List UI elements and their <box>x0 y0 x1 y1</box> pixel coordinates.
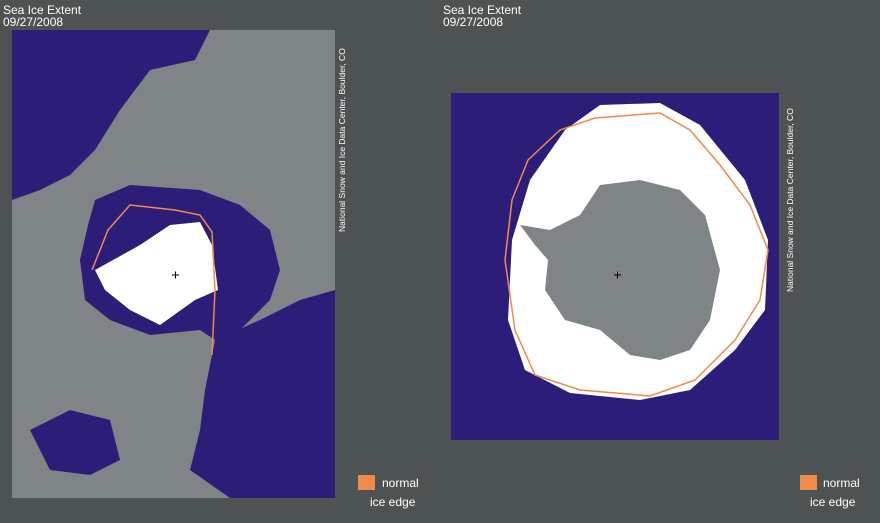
legend-sublabel: ice edge <box>810 495 856 509</box>
credit: National Snow and Ice Data Center, Bould… <box>337 48 347 232</box>
credit: National Snow and Ice Data Center, Bould… <box>785 108 795 292</box>
panel-title: Sea Ice Extent <box>443 3 522 17</box>
legend-swatch <box>800 475 817 490</box>
panel-date: 09/27/2008 <box>443 15 503 29</box>
panel-date: 09/27/2008 <box>3 15 63 29</box>
legend-sublabel: ice edge <box>370 495 416 509</box>
legend-label: normal <box>823 476 860 490</box>
arctic-map <box>12 30 335 498</box>
legend-label: normal <box>382 476 419 490</box>
legend-swatch <box>358 475 375 490</box>
antarctic-map <box>451 93 779 440</box>
panel-title: Sea Ice Extent <box>3 3 82 17</box>
